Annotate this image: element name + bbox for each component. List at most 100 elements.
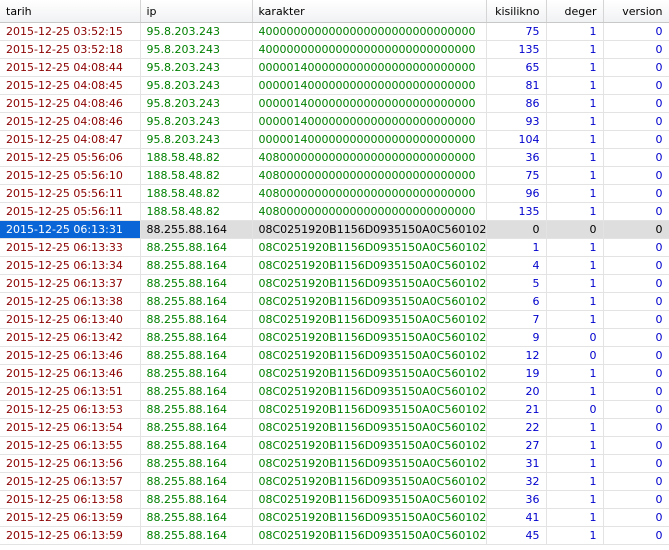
cell-ip[interactable]: 88.255.88.164 xyxy=(140,346,253,365)
cell-deger[interactable]: 1 xyxy=(546,256,604,275)
cell-version[interactable]: 0 xyxy=(603,130,669,149)
table-row[interactable]: 2015-12-25 04:08:46 95.8.203.243 000001400… xyxy=(0,112,669,131)
cell-tarih[interactable]: 2015-12-25 03:52:15 xyxy=(0,22,141,41)
cell-kisilikno[interactable]: 65 xyxy=(486,58,547,77)
cell-kisilikno[interactable]: 9 xyxy=(486,328,547,347)
cell-deger[interactable]: 1 xyxy=(546,76,604,95)
cell-kisilikno[interactable]: 75 xyxy=(486,22,547,41)
cell-kisilikno[interactable]: 135 xyxy=(486,40,547,59)
cell-ip[interactable]: 88.255.88.164 xyxy=(140,490,253,509)
cell-ip[interactable]: 88.255.88.164 xyxy=(140,436,253,455)
cell-version[interactable]: 0 xyxy=(603,436,669,455)
table-row[interactable]: 2015-12-25 06:13:54 88.255.88.164 08C02519… xyxy=(0,418,669,437)
cell-karakter[interactable]: 0000014000000000000000000000000 xyxy=(252,112,487,131)
table-row[interactable]: 2015-12-25 06:13:34 88.255.88.164 08C02519… xyxy=(0,256,669,275)
cell-deger[interactable]: 1 xyxy=(546,40,604,59)
cell-kisilikno[interactable]: 22 xyxy=(486,418,547,437)
cell-karakter[interactable]: 4080000000000000000000000000000 xyxy=(252,202,487,221)
cell-ip[interactable]: 95.8.203.243 xyxy=(140,130,253,149)
cell-tarih[interactable]: 2015-12-25 06:13:31 xyxy=(0,220,141,239)
cell-ip[interactable]: 95.8.203.243 xyxy=(140,58,253,77)
cell-deger[interactable]: 1 xyxy=(546,130,604,149)
column-header-karakter[interactable]: karakter xyxy=(252,0,487,23)
cell-karakter[interactable]: 0000014000000000000000000000000 xyxy=(252,76,487,95)
cell-kisilikno[interactable]: 4 xyxy=(486,256,547,275)
cell-karakter[interactable]: 08C0251920B1156D0935150A0C560102 xyxy=(252,490,487,509)
cell-deger[interactable]: 1 xyxy=(546,112,604,131)
cell-deger[interactable]: 1 xyxy=(546,58,604,77)
cell-kisilikno[interactable]: 75 xyxy=(486,166,547,185)
cell-kisilikno[interactable]: 135 xyxy=(486,202,547,221)
cell-karakter[interactable]: 4080000000000000000000000000000 xyxy=(252,166,487,185)
cell-kisilikno[interactable]: 96 xyxy=(486,184,547,203)
cell-kisilikno[interactable]: 21 xyxy=(486,400,547,419)
cell-karakter[interactable]: 4000000000000000000000000000000 xyxy=(252,40,487,59)
cell-tarih[interactable]: 2015-12-25 06:13:38 xyxy=(0,292,141,311)
table-row[interactable]: 2015-12-25 06:13:46 88.255.88.164 08C02519… xyxy=(0,346,669,365)
cell-tarih[interactable]: 2015-12-25 06:13:37 xyxy=(0,274,141,293)
table-row[interactable]: 2015-12-25 06:13:53 88.255.88.164 08C02519… xyxy=(0,400,669,419)
cell-tarih[interactable]: 2015-12-25 06:13:46 xyxy=(0,364,141,383)
table-row[interactable]: 2015-12-25 06:13:59 88.255.88.164 08C02519… xyxy=(0,508,669,527)
table-row[interactable]: 2015-12-25 06:13:46 88.255.88.164 08C02519… xyxy=(0,364,669,383)
cell-deger[interactable]: 1 xyxy=(546,292,604,311)
cell-tarih[interactable]: 2015-12-25 03:52:18 xyxy=(0,40,141,59)
cell-version[interactable]: 0 xyxy=(603,274,669,293)
cell-ip[interactable]: 88.255.88.164 xyxy=(140,238,253,257)
cell-deger[interactable]: 0 xyxy=(546,400,604,419)
cell-ip[interactable]: 95.8.203.243 xyxy=(140,40,253,59)
table-row[interactable]: 2015-12-25 06:13:51 88.255.88.164 08C02519… xyxy=(0,382,669,401)
table-row[interactable]: 2015-12-25 06:13:55 88.255.88.164 08C02519… xyxy=(0,436,669,455)
cell-kisilikno[interactable]: 12 xyxy=(486,346,547,365)
cell-tarih[interactable]: 2015-12-25 06:13:57 xyxy=(0,472,141,491)
cell-version[interactable]: 0 xyxy=(603,40,669,59)
cell-version[interactable]: 0 xyxy=(603,166,669,185)
cell-tarih[interactable]: 2015-12-25 06:13:40 xyxy=(0,310,141,329)
cell-ip[interactable]: 88.255.88.164 xyxy=(140,364,253,383)
table-row[interactable]: 2015-12-25 03:52:15 95.8.203.243 400000000… xyxy=(0,22,669,41)
cell-tarih[interactable]: 2015-12-25 06:13:58 xyxy=(0,490,141,509)
cell-karakter[interactable]: 08C0251920B1156D0935150A0C560102 xyxy=(252,274,487,293)
cell-deger[interactable]: 0 xyxy=(546,328,604,347)
cell-kisilikno[interactable]: 20 xyxy=(486,382,547,401)
column-header-version[interactable]: version xyxy=(603,0,669,23)
cell-tarih[interactable]: 2015-12-25 04:08:46 xyxy=(0,94,141,113)
cell-karakter[interactable]: 0000014000000000000000000000000 xyxy=(252,94,487,113)
cell-ip[interactable]: 188.58.48.82 xyxy=(140,184,253,203)
table-row[interactable]: 2015-12-25 04:08:44 95.8.203.243 000001400… xyxy=(0,58,669,77)
cell-deger[interactable]: 1 xyxy=(546,94,604,113)
cell-ip[interactable]: 88.255.88.164 xyxy=(140,382,253,401)
table-row[interactable]: 2015-12-25 06:13:33 88.255.88.164 08C02519… xyxy=(0,238,669,257)
cell-tarih[interactable]: 2015-12-25 06:13:56 xyxy=(0,454,141,473)
cell-tarih[interactable]: 2015-12-25 06:13:54 xyxy=(0,418,141,437)
cell-version[interactable]: 0 xyxy=(603,346,669,365)
cell-kisilikno[interactable]: 7 xyxy=(486,310,547,329)
table-row[interactable]: 2015-12-25 06:13:57 88.255.88.164 08C02519… xyxy=(0,472,669,491)
cell-kisilikno[interactable]: 36 xyxy=(486,148,547,167)
table-row[interactable]: 2015-12-25 05:56:06 188.58.48.82 408000000… xyxy=(0,148,669,167)
cell-deger[interactable]: 1 xyxy=(546,166,604,185)
cell-ip[interactable]: 88.255.88.164 xyxy=(140,526,253,545)
cell-kisilikno[interactable]: 32 xyxy=(486,472,547,491)
cell-version[interactable]: 0 xyxy=(603,364,669,383)
cell-tarih[interactable]: 2015-12-25 05:56:11 xyxy=(0,202,141,221)
cell-kisilikno[interactable]: 0 xyxy=(486,220,547,239)
cell-kisilikno[interactable]: 93 xyxy=(486,112,547,131)
cell-tarih[interactable]: 2015-12-25 05:56:11 xyxy=(0,184,141,203)
cell-version[interactable]: 0 xyxy=(603,472,669,491)
cell-tarih[interactable]: 2015-12-25 04:08:44 xyxy=(0,58,141,77)
cell-karakter[interactable]: 08C0251920B1156D0935150A0C560102 xyxy=(252,310,487,329)
cell-karakter[interactable]: 08C0251920B1156D0935150A0C560102 xyxy=(252,328,487,347)
cell-karakter[interactable]: 08C0251920B1156D0935150A0C560102 xyxy=(252,220,487,239)
table-row[interactable]: 2015-12-25 04:08:47 95.8.203.243 000001400… xyxy=(0,130,669,149)
cell-karakter[interactable]: 08C0251920B1156D0935150A0C560102 xyxy=(252,436,487,455)
cell-karakter[interactable]: 08C0251920B1156D0935150A0C560102 xyxy=(252,508,487,527)
table-row[interactable]: 2015-12-25 06:13:37 88.255.88.164 08C02519… xyxy=(0,274,669,293)
cell-deger[interactable]: 1 xyxy=(546,526,604,545)
table-row[interactable]: 2015-12-25 05:56:10 188.58.48.82 408000000… xyxy=(0,166,669,185)
cell-karakter[interactable]: 4080000000000000000000000000000 xyxy=(252,148,487,167)
table-row[interactable]: 2015-12-25 06:13:59 88.255.88.164 08C02519… xyxy=(0,526,669,545)
cell-version[interactable]: 0 xyxy=(603,256,669,275)
column-header-tarih[interactable]: tarih xyxy=(0,0,141,23)
